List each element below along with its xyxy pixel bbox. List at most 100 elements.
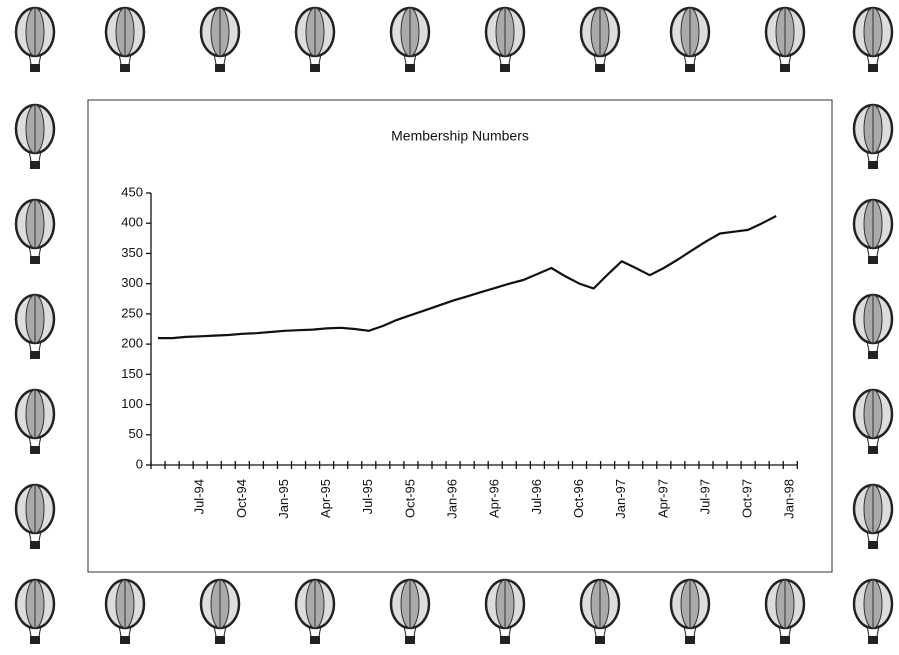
balloon: [104, 6, 146, 72]
balloon-rope: [876, 53, 880, 65]
balloon: [389, 578, 431, 644]
balloon: [852, 6, 894, 72]
balloon: [14, 293, 56, 359]
balloon: [14, 103, 56, 169]
x-tick-label: Jul-95: [360, 479, 375, 514]
balloon-rope: [223, 53, 227, 65]
balloon: [389, 6, 431, 72]
balloon-basket: [685, 64, 695, 72]
balloon-rope: [498, 53, 502, 65]
balloon-basket: [868, 541, 878, 549]
balloon: [764, 6, 806, 72]
balloon: [14, 198, 56, 264]
data-line: [158, 215, 777, 340]
balloon: [579, 6, 621, 72]
balloon: [852, 198, 894, 264]
balloon-rope: [118, 625, 122, 637]
balloon-rope: [866, 340, 870, 352]
balloon-rope: [223, 625, 227, 637]
balloon-rope: [876, 340, 880, 352]
balloon-rope: [866, 53, 870, 65]
balloon-rope: [866, 625, 870, 637]
balloon-rope: [413, 625, 417, 637]
balloon: [852, 578, 894, 644]
balloon-basket: [868, 636, 878, 644]
balloon-rope: [788, 625, 792, 637]
balloon: [104, 578, 146, 644]
balloon-rope: [38, 625, 42, 637]
balloon-rope: [403, 625, 407, 637]
x-tick-label: Apr-95: [318, 479, 333, 518]
balloon-rope: [508, 53, 512, 65]
balloon-rope: [603, 53, 607, 65]
balloon: [14, 6, 56, 72]
y-tick-label: 300: [121, 275, 143, 290]
x-tick-label: Oct-95: [402, 479, 417, 518]
balloon-basket: [868, 161, 878, 169]
balloon-basket: [30, 446, 40, 454]
balloon-rope: [28, 53, 32, 65]
balloon-basket: [500, 64, 510, 72]
balloon-rope: [318, 625, 322, 637]
balloon-basket: [595, 64, 605, 72]
balloon-rope: [38, 340, 42, 352]
balloon-basket: [868, 64, 878, 72]
balloon-rope: [593, 53, 597, 65]
balloon-border: [14, 6, 894, 644]
balloon-basket: [310, 636, 320, 644]
x-tick-label: Jan-95: [276, 479, 291, 519]
balloon-rope: [28, 530, 32, 542]
balloon-basket: [30, 161, 40, 169]
balloon-basket: [310, 64, 320, 72]
balloon-rope: [498, 625, 502, 637]
balloon-rope: [866, 150, 870, 162]
balloon: [764, 578, 806, 644]
balloon-rope: [413, 53, 417, 65]
balloon-rope: [593, 625, 597, 637]
x-tick-label: Apr-97: [655, 479, 670, 518]
balloon-basket: [30, 541, 40, 549]
balloon-rope: [38, 53, 42, 65]
balloon-basket: [685, 636, 695, 644]
balloon: [484, 6, 526, 72]
y-tick-label: 200: [121, 336, 143, 351]
balloon-rope: [683, 53, 687, 65]
balloon-basket: [120, 64, 130, 72]
x-tick-label: Oct-94: [234, 479, 249, 518]
balloon-rope: [693, 625, 697, 637]
balloon: [199, 578, 241, 644]
y-tick-label: 100: [121, 396, 143, 411]
balloon: [14, 578, 56, 644]
balloon-rope: [788, 53, 792, 65]
balloon-basket: [780, 636, 790, 644]
chart-title: Membership Numbers: [391, 128, 529, 144]
balloon-basket: [30, 351, 40, 359]
balloon-rope: [876, 245, 880, 257]
x-tick-label: Jul-97: [697, 479, 712, 514]
balloon-rope: [308, 53, 312, 65]
balloon-rope: [876, 435, 880, 447]
x-tick-label: Jan-97: [613, 479, 628, 519]
balloon: [669, 578, 711, 644]
balloon: [669, 6, 711, 72]
balloon-rope: [876, 625, 880, 637]
balloon: [14, 388, 56, 454]
balloon-basket: [30, 256, 40, 264]
x-tick-label: Oct-97: [740, 479, 755, 518]
y-tick-label: 0: [136, 456, 143, 471]
y-tick-label: 50: [129, 426, 143, 441]
balloon-rope: [308, 625, 312, 637]
balloon-rope: [403, 53, 407, 65]
balloon-basket: [405, 64, 415, 72]
balloon-rope: [28, 625, 32, 637]
balloon-rope: [38, 150, 42, 162]
x-tick-label: Oct-96: [571, 479, 586, 518]
balloon-basket: [868, 351, 878, 359]
x-tick-label: Apr-96: [487, 479, 502, 518]
balloon-rope: [118, 53, 122, 65]
x-tick-label: Jul-96: [529, 479, 544, 514]
balloon: [199, 6, 241, 72]
x-tick-label: Jul-94: [192, 479, 207, 514]
balloon-basket: [780, 64, 790, 72]
